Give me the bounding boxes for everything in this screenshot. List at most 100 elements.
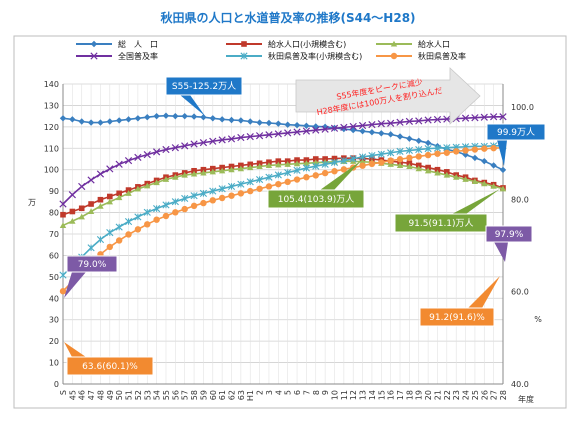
- data-point: [152, 148, 161, 156]
- data-point: [303, 122, 310, 129]
- data-point: [340, 157, 348, 165]
- data-point: [293, 166, 301, 174]
- x-tick-label: 26: [480, 390, 489, 400]
- callout: 105.4(103.9)万人: [267, 160, 365, 209]
- data-point: [247, 164, 254, 171]
- data-point: [265, 173, 273, 181]
- legend-item: 全国普及率: [76, 51, 158, 61]
- x-tick-label: 47: [87, 390, 96, 400]
- data-point: [134, 115, 142, 122]
- data-point: [87, 208, 95, 215]
- data-point: [106, 165, 114, 173]
- callouts-layer: S55-125.2万人 99.9万人 105.4(103.9)万人 91.5(91.1…: [64, 67, 546, 376]
- data-point: [256, 175, 264, 184]
- data-point: [302, 164, 310, 172]
- data-point: [302, 127, 311, 135]
- data-point: [60, 211, 66, 218]
- data-point: [462, 176, 469, 182]
- x-tick-label: 25: [471, 390, 480, 400]
- data-point: [209, 165, 216, 172]
- data-point: [265, 119, 273, 127]
- data-point: [247, 161, 254, 168]
- data-point: [181, 194, 189, 203]
- data-point: [424, 151, 432, 159]
- data-point: [172, 209, 179, 216]
- data-point: [115, 117, 123, 124]
- data-point: [396, 118, 404, 126]
- data-point: [162, 145, 170, 154]
- data-point: [275, 161, 282, 168]
- data-point: [293, 176, 301, 183]
- data-point: [275, 180, 282, 188]
- data-point: [256, 163, 263, 170]
- data-point: [340, 166, 348, 173]
- data-point: [247, 187, 254, 195]
- series-layer: [59, 112, 507, 295]
- data-point: [134, 153, 142, 162]
- data-point: [153, 112, 160, 120]
- data-point: [237, 190, 245, 197]
- data-point: [368, 160, 376, 168]
- data-point: [387, 161, 394, 167]
- legend-label: 給水人口: [418, 39, 450, 49]
- data-point: [78, 182, 86, 191]
- callout-box: [267, 189, 365, 209]
- callout: S55-125.2万人: [165, 76, 243, 116]
- left-axis-unit: 万: [28, 198, 36, 207]
- data-point: [274, 130, 282, 138]
- callout: 63.6(60.1)%: [64, 342, 154, 376]
- data-point: [218, 116, 226, 123]
- data-point: [97, 119, 104, 126]
- data-point: [172, 112, 179, 120]
- data-point: [162, 112, 170, 119]
- x-tick-label: 9: [321, 390, 330, 395]
- series-5: [59, 142, 507, 279]
- data-point: [312, 126, 320, 134]
- data-point: [396, 156, 404, 163]
- data-point: [106, 118, 114, 125]
- x-tick-label: 61: [218, 390, 227, 400]
- data-point: [444, 169, 450, 175]
- x-tick-label: 59: [199, 390, 208, 400]
- data-point: [312, 159, 319, 166]
- data-point: [78, 118, 85, 125]
- data-point: [369, 156, 375, 162]
- x-tick-label: 28: [499, 390, 508, 400]
- data-point: [115, 194, 123, 201]
- x-tick-label: 22: [443, 390, 452, 400]
- data-point: [358, 121, 367, 130]
- data-point: [443, 149, 451, 156]
- data-point: [284, 129, 292, 137]
- data-point: [284, 121, 291, 128]
- data-point: [256, 119, 263, 126]
- data-point: [312, 156, 319, 162]
- data-point: [218, 167, 226, 174]
- x-tick-label: 19: [415, 390, 424, 400]
- data-point: [181, 112, 188, 120]
- x-tick-label: 6: [293, 390, 302, 395]
- x-tick-label: 55: [162, 390, 171, 400]
- data-point: [228, 166, 235, 173]
- data-point: [303, 157, 310, 163]
- legend-item: 秋田県普及率(小規模含む): [226, 51, 362, 61]
- data-point: [218, 185, 226, 193]
- data-point: [387, 157, 394, 164]
- data-point: [218, 136, 226, 144]
- callout-pointer: [452, 189, 500, 214]
- data-point: [461, 114, 470, 122]
- data-point: [303, 160, 310, 166]
- x-tick-label: 4: [274, 390, 283, 395]
- data-point: [78, 205, 85, 212]
- data-point: [227, 135, 236, 143]
- data-point: [209, 115, 216, 122]
- legend-label: 総 人 口: [118, 39, 158, 49]
- data-point: [424, 116, 432, 124]
- data-point: [106, 229, 114, 237]
- data-point: [275, 120, 282, 127]
- data-point: [331, 155, 338, 162]
- left-tick-label: 20: [49, 337, 59, 346]
- callout-box: [66, 255, 118, 273]
- data-point: [471, 114, 479, 122]
- left-tick-label: 50: [49, 273, 59, 282]
- data-point: [59, 115, 67, 122]
